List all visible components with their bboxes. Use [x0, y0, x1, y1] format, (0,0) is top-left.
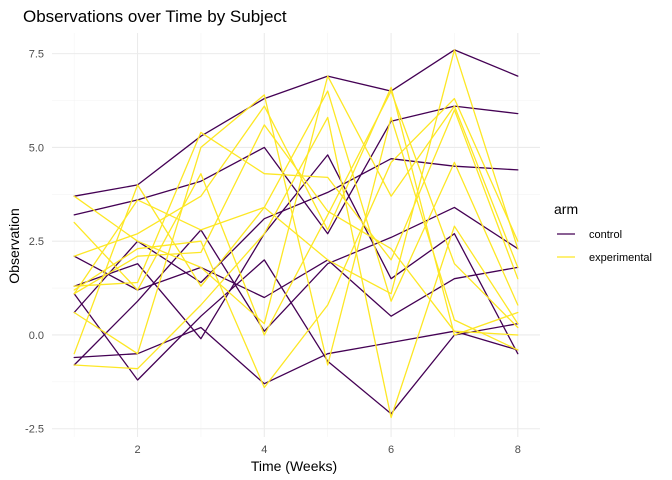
- x-tick-label: 6: [388, 444, 394, 456]
- series-line-control-3: [73, 259, 519, 415]
- y-axis-ticks: -2.5 0.0 2.5 5.0 7.5: [25, 49, 44, 436]
- series-lines: [73, 49, 519, 419]
- y-tick-label: -2.5: [25, 424, 44, 436]
- series-line-experimental-14: [73, 116, 519, 419]
- legend-title: arm: [554, 201, 578, 217]
- series-line-experimental-10: [73, 90, 519, 336]
- y-axis-title: Observation: [6, 208, 22, 283]
- series-line-control-0: [73, 255, 519, 317]
- legend-label-experimental: experimental: [589, 252, 652, 264]
- series-line-experimental-8: [73, 75, 519, 325]
- chart-title: Observations over Time by Subject: [23, 7, 287, 26]
- y-tick-label: 0.0: [29, 330, 44, 342]
- y-tick-label: 5.0: [29, 142, 44, 154]
- series-line-experimental-16: [73, 97, 519, 389]
- x-axis-title: Time (Weeks): [251, 458, 337, 474]
- series-line-control-5: [73, 206, 519, 366]
- plot-grid: [52, 33, 540, 437]
- series-line-control-1: [73, 326, 519, 385]
- x-tick-label: 4: [261, 444, 267, 456]
- series-line-experimental-12: [73, 94, 519, 366]
- series-line-experimental-17: [73, 124, 519, 336]
- series-line-control-6: [73, 154, 519, 355]
- x-tick-label: 2: [134, 444, 140, 456]
- series-line-control-2: [73, 49, 519, 197]
- x-tick-label: 8: [515, 444, 521, 456]
- series-line-experimental-9: [73, 49, 519, 355]
- y-tick-label: 7.5: [29, 49, 44, 61]
- x-axis-ticks: 2 4 6 8: [134, 444, 520, 456]
- legend: arm control experimental: [554, 201, 652, 264]
- legend-label-control: control: [589, 229, 622, 241]
- y-tick-label: 2.5: [29, 236, 44, 248]
- series-line-experimental-13: [73, 90, 519, 306]
